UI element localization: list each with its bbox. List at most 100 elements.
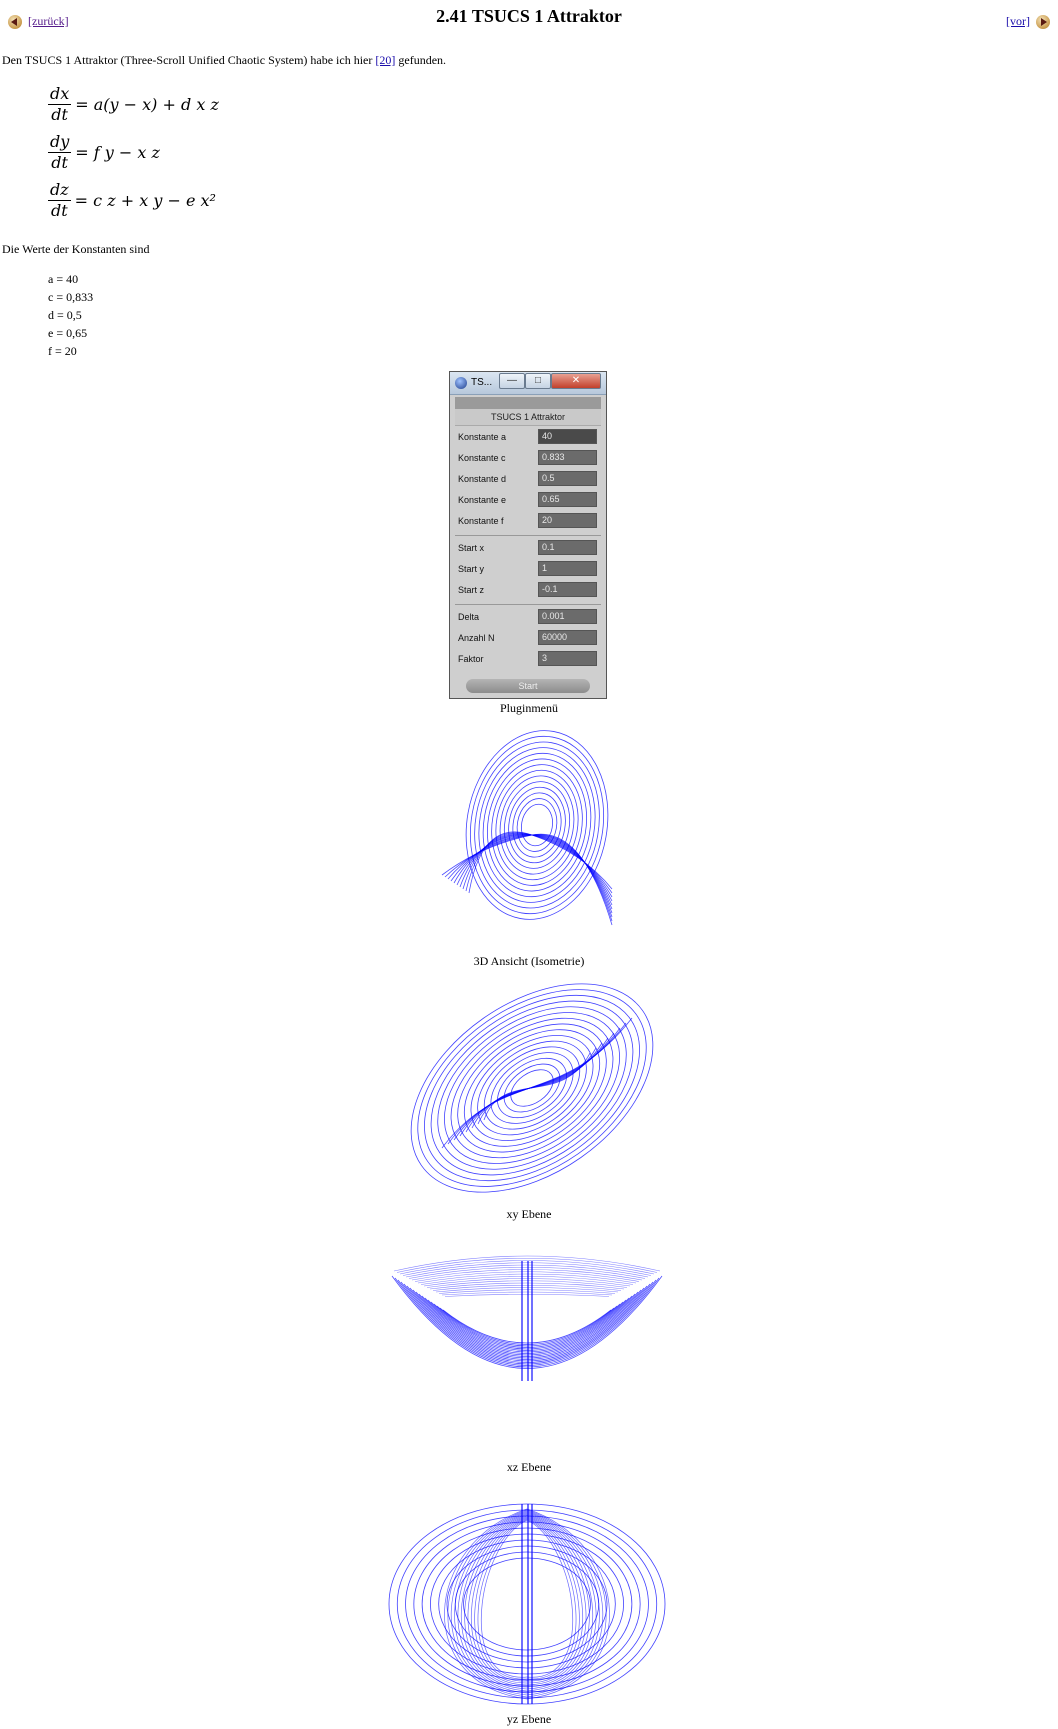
attractor-curve bbox=[394, 1277, 660, 1368]
drag-grip[interactable] bbox=[455, 397, 601, 409]
caption-plugin: Pluginmenü bbox=[499, 701, 558, 715]
param-label: Konstante d bbox=[458, 474, 507, 484]
divider bbox=[455, 532, 601, 536]
constant-f: f = 20 bbox=[48, 344, 77, 358]
attractor-curve bbox=[503, 781, 571, 869]
back-link[interactable]: [zurück] bbox=[28, 14, 69, 28]
attractor-curve bbox=[441, 1291, 613, 1296]
param-c-input[interactable]: 0.833 bbox=[538, 450, 597, 465]
attractor-curve bbox=[406, 1285, 648, 1362]
attractor-curve bbox=[495, 769, 579, 881]
fraction: dz dt bbox=[48, 181, 71, 220]
attractor-curve bbox=[399, 1260, 655, 1275]
param-label: Anzahl N bbox=[458, 633, 495, 643]
intro-before: Den TSUCS 1 Attraktor (Three-Scroll Unif… bbox=[2, 53, 376, 67]
next-link[interactable]: [vor] bbox=[1006, 14, 1030, 28]
attractor-curve bbox=[442, 1309, 612, 1344]
close-icon[interactable]: ✕ bbox=[551, 373, 601, 389]
attractor-curve bbox=[478, 747, 596, 903]
attractor-curve bbox=[405, 1264, 649, 1278]
count-input[interactable]: 60000 bbox=[538, 630, 597, 645]
param-label: Delta bbox=[458, 612, 480, 622]
param-label: Konstante a bbox=[458, 432, 507, 442]
fraction-denominator: dt bbox=[51, 105, 68, 124]
attractor-curve bbox=[526, 1517, 580, 1682]
param-row: Konstante f 20 bbox=[455, 510, 601, 531]
attractor-curve bbox=[510, 1069, 554, 1107]
attractor-curve bbox=[393, 1255, 661, 1272]
setting-row: Anzahl N 60000 bbox=[455, 627, 601, 648]
attractor-curve bbox=[417, 989, 647, 1187]
start-z-input[interactable]: -0.1 bbox=[538, 582, 597, 597]
equation-rhs: = c z + x y − e x² bbox=[74, 191, 216, 210]
nav-next[interactable]: [vor] bbox=[1006, 14, 1050, 29]
fraction: dy dt bbox=[48, 132, 72, 172]
attractor-curve bbox=[490, 1052, 574, 1124]
next-arrow-icon[interactable] bbox=[1036, 14, 1050, 29]
attractor-curve bbox=[467, 1515, 528, 1686]
attractor-curve bbox=[396, 1509, 658, 1699]
start-button[interactable]: Start bbox=[466, 679, 590, 693]
delta-input[interactable]: 0.001 bbox=[538, 609, 597, 624]
attractor-curve bbox=[426, 1280, 628, 1288]
param-label: Faktor bbox=[458, 654, 484, 664]
constants-intro: Die Werte der Konstanten sind bbox=[2, 242, 150, 256]
param-label: Start z bbox=[458, 585, 485, 595]
back-arrow-icon[interactable] bbox=[8, 14, 22, 29]
attractor-curve bbox=[388, 1503, 666, 1705]
plugin-window: TS... — □ ✕ TSUCS 1 Attraktor Konstante … bbox=[449, 371, 607, 699]
param-label: Start y bbox=[458, 564, 485, 574]
param-a-input[interactable]: 40 bbox=[538, 429, 597, 444]
attractor-curve bbox=[521, 1504, 533, 1704]
fraction-numerator: dz bbox=[48, 180, 71, 201]
caption-yz: yz Ebene bbox=[506, 1712, 552, 1726]
maximize-icon[interactable]: □ bbox=[525, 373, 551, 389]
attractor-curve bbox=[447, 1022, 627, 1145]
attractor-curve bbox=[497, 1057, 567, 1119]
attractor-curve bbox=[435, 1287, 619, 1293]
param-row: Konstante c 0.833 bbox=[455, 447, 601, 468]
nav-back[interactable]: [zurück] bbox=[8, 14, 69, 29]
attractor-curve bbox=[526, 1515, 587, 1686]
attractor-curve bbox=[483, 1052, 591, 1121]
attractor-curve bbox=[417, 1273, 637, 1284]
attractor-curve bbox=[430, 1533, 625, 1675]
window-title: TS... bbox=[471, 377, 493, 388]
attractor-curve bbox=[432, 1284, 622, 1291]
attractor-curve bbox=[444, 1508, 528, 1700]
start-row: Start x 0.1 bbox=[455, 537, 601, 558]
attractor-curve bbox=[403, 1283, 651, 1363]
attractor-curve bbox=[421, 1295, 633, 1354]
attractor-curve bbox=[499, 775, 575, 875]
attractor-curve bbox=[397, 1279, 657, 1366]
param-e-input[interactable]: 0.65 bbox=[538, 492, 597, 507]
factor-input[interactable]: 3 bbox=[538, 651, 597, 666]
start-y-input[interactable]: 1 bbox=[538, 561, 597, 576]
start-x-input[interactable]: 0.1 bbox=[538, 540, 597, 555]
attractor-curve bbox=[483, 1046, 581, 1130]
reference-link[interactable]: [20] bbox=[375, 53, 396, 67]
attractor-curve bbox=[512, 792, 562, 858]
attractor-curve bbox=[444, 1293, 610, 1297]
window-titlebar[interactable]: TS... — □ ✕ bbox=[450, 372, 606, 395]
figure-xy bbox=[382, 978, 672, 1208]
attractor-curve bbox=[487, 758, 587, 892]
param-d-input[interactable]: 0.5 bbox=[538, 471, 597, 486]
attractor-curve bbox=[456, 834, 613, 906]
attractor-curve bbox=[438, 1289, 616, 1294]
param-row: Konstante a 40 bbox=[455, 426, 601, 447]
attractor-curve bbox=[427, 1299, 627, 1351]
attractor-curve bbox=[405, 1515, 649, 1693]
caption-iso: 3D Ansicht (Isometrie) bbox=[473, 954, 585, 968]
intro-text: Den TSUCS 1 Attraktor (Three-Scroll Unif… bbox=[2, 53, 446, 68]
param-label: Konstante f bbox=[458, 516, 504, 526]
param-label: Start x bbox=[458, 543, 485, 553]
minimize-icon[interactable]: — bbox=[499, 373, 525, 389]
attractor-curve bbox=[412, 1289, 642, 1359]
attractor-curve bbox=[477, 1518, 528, 1680]
figure-iso bbox=[382, 725, 672, 955]
fraction-numerator: dy bbox=[48, 132, 72, 153]
attractor-curve bbox=[396, 1257, 658, 1273]
attractor-curve bbox=[424, 1297, 630, 1353]
param-f-input[interactable]: 20 bbox=[538, 513, 597, 528]
